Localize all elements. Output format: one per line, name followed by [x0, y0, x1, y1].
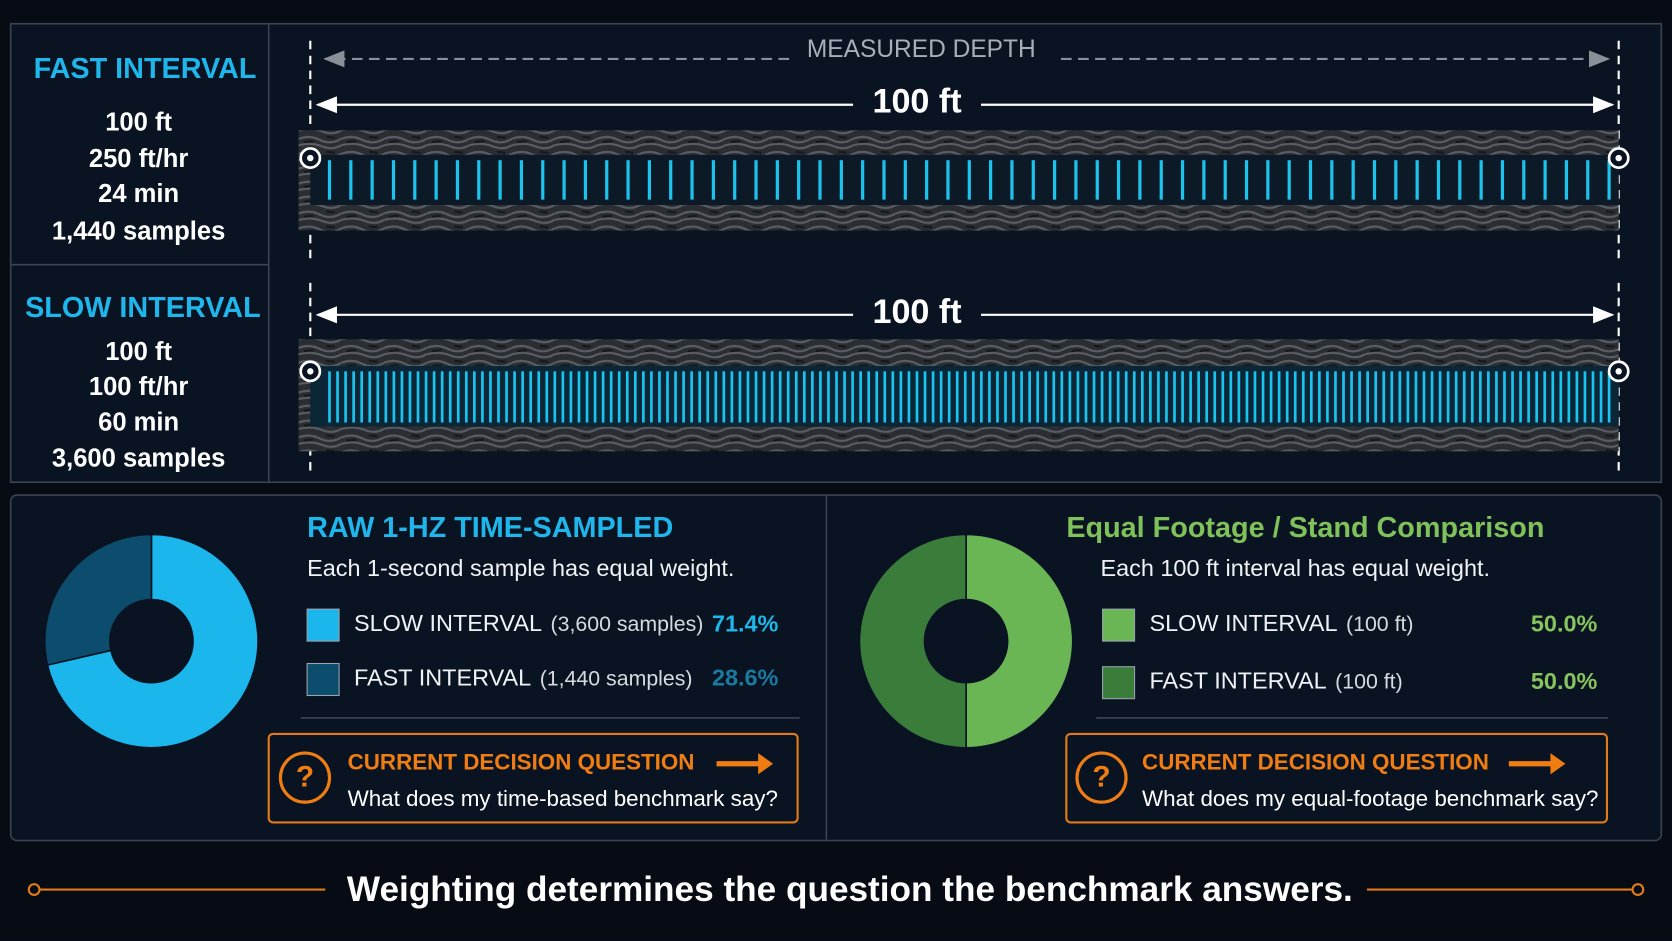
span-label: 100 ft	[872, 83, 961, 121]
interval-stat: 3,600 samples	[52, 445, 226, 473]
value-label: 28.6%	[712, 665, 779, 691]
pie-slice	[46, 533, 259, 749]
legend-swatch	[1102, 666, 1136, 700]
interval-stat: 250 ft/hr	[89, 145, 189, 173]
interval-stat: 1,440 samples	[52, 217, 226, 245]
pie-slice	[43, 533, 153, 666]
chart-title: Equal Footage / Stand Comparison	[1066, 512, 1544, 544]
span-arrow	[315, 96, 1615, 324]
legend-name: SLOW INTERVAL	[354, 610, 542, 636]
legend-name: FAST INTERVAL	[1150, 668, 1327, 694]
question-icon	[1075, 751, 1128, 804]
question-box	[1065, 732, 1609, 824]
question-text: What does my time-based benchmark say?	[348, 786, 778, 811]
footer-rule	[27, 883, 1645, 896]
interval-title: FAST INTERVAL	[34, 53, 257, 85]
legend-name: FAST INTERVAL	[354, 665, 531, 691]
charts: RAW 1-HZ TIME-SAMPLED Each 1-second sampl…	[43, 512, 1609, 824]
interval-stat: 60 min	[98, 408, 179, 436]
interval-stat: 100 ft	[105, 109, 172, 137]
value-label: 50.0%	[1531, 610, 1598, 636]
value-label: 50.0%	[1531, 668, 1598, 694]
interval-stat: 24 min	[98, 180, 179, 208]
pie-slice	[965, 533, 1074, 749]
interval-title: SLOW INTERVAL	[25, 292, 261, 324]
question-title: CURRENT DECISION QUESTION	[348, 750, 695, 775]
chart-subtitle: Each 100 ft interval has equal weight.	[1100, 555, 1490, 581]
sample-band	[310, 154, 1619, 205]
interval-stat: 100 ft	[105, 338, 172, 366]
legend-swatch	[306, 608, 340, 642]
question-arrowhead	[1550, 753, 1566, 775]
chart-title: RAW 1-HZ TIME-SAMPLED	[307, 512, 673, 544]
legend-label: SLOW INTERVAL (100 ft)	[1150, 610, 1414, 636]
measured-depth-label: MEASURED DEPTH	[807, 36, 1036, 63]
legend-note: (100 ft)	[1346, 612, 1414, 636]
interval-stat: 100 ft/hr	[89, 373, 189, 401]
footer: Weighting determines the question the be…	[347, 870, 1353, 909]
chart-subtitle: Each 1-second sample has equal weight.	[307, 555, 734, 581]
question-title: CURRENT DECISION QUESTION	[1142, 750, 1489, 775]
legend-note: (3,600 samples)	[551, 612, 704, 636]
legend-label: FAST INTERVAL (1,440 samples)	[354, 665, 692, 691]
pie-slice	[858, 533, 967, 749]
legend-note: (1,440 samples)	[540, 666, 693, 690]
legend-label: SLOW INTERVAL (3,600 samples)	[354, 610, 703, 636]
question-icon-mark: ?	[1092, 761, 1110, 794]
span-label: 100 ft	[872, 293, 961, 331]
legend-note: (100 ft)	[1335, 669, 1403, 693]
legend-swatch	[1102, 608, 1136, 642]
endpoint-dots	[307, 154, 1622, 375]
question-box	[267, 732, 799, 824]
sample-ticks	[327, 160, 1611, 423]
legend-swatch	[306, 662, 340, 697]
question-text: What does my equal-footage benchmark say…	[1142, 786, 1598, 811]
question-icon-mark: ?	[296, 761, 314, 794]
question-arrowhead	[758, 753, 774, 775]
legend-label: FAST INTERVAL (100 ft)	[1150, 668, 1403, 694]
value-label: 71.4%	[712, 610, 779, 636]
legend-name: SLOW INTERVAL	[1150, 610, 1338, 636]
question-icon	[278, 751, 332, 804]
